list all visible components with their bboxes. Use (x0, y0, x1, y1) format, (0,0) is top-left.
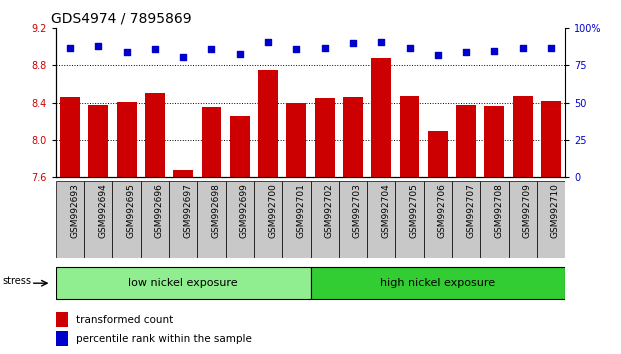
Bar (396, 181, 424, 258)
Text: GSM992707: GSM992707 (466, 183, 475, 238)
Point (178, 54, 188, 59)
Point (404, 45, 414, 51)
Text: GSM992696: GSM992696 (155, 183, 164, 238)
Point (291, 46, 301, 52)
Bar (145, 93, 165, 354)
Bar (286, 103, 306, 354)
Bar (112, 181, 141, 258)
Text: stress: stress (3, 276, 32, 286)
Text: GSM992703: GSM992703 (353, 183, 362, 238)
Text: GSM992705: GSM992705 (409, 183, 419, 238)
Point (546, 45, 556, 51)
Point (376, 39, 386, 45)
Bar (400, 96, 419, 354)
Text: GSM992706: GSM992706 (438, 183, 446, 238)
Text: high nickel exposure: high nickel exposure (380, 278, 496, 288)
Bar (480, 181, 509, 258)
Bar (367, 181, 396, 258)
Text: GSM992700: GSM992700 (268, 183, 277, 238)
Bar (258, 70, 278, 354)
Point (461, 49, 471, 55)
Bar (339, 181, 367, 258)
Text: GSM992697: GSM992697 (183, 183, 192, 238)
Bar (141, 181, 169, 258)
Point (122, 49, 132, 55)
Text: low nickel exposure: low nickel exposure (129, 278, 238, 288)
Point (93, 43, 103, 49)
Text: transformed count: transformed count (76, 315, 173, 325)
Bar (56, 331, 68, 346)
Point (235, 51, 245, 56)
Bar (424, 181, 452, 258)
Bar (315, 98, 335, 354)
Bar (513, 96, 533, 354)
Bar (343, 97, 363, 354)
Bar (60, 97, 80, 354)
Bar (541, 101, 561, 354)
Bar (282, 181, 310, 258)
Text: percentile rank within the sample: percentile rank within the sample (76, 334, 252, 344)
Bar (56, 267, 310, 299)
Bar (484, 107, 504, 354)
Text: GSM992693: GSM992693 (70, 183, 79, 238)
Bar (537, 181, 565, 258)
Bar (56, 312, 68, 327)
Text: GSM992701: GSM992701 (296, 183, 306, 238)
Bar (173, 170, 193, 354)
Point (433, 52, 443, 58)
Text: GSM992694: GSM992694 (98, 183, 107, 238)
Text: GSM992695: GSM992695 (127, 183, 135, 238)
Bar (88, 104, 108, 354)
Bar (169, 181, 197, 258)
Bar (509, 181, 537, 258)
Point (65, 45, 75, 51)
Bar (254, 181, 282, 258)
Text: GSM992704: GSM992704 (381, 183, 390, 238)
Text: GSM992708: GSM992708 (494, 183, 504, 238)
Point (348, 40, 358, 46)
Bar (197, 181, 225, 258)
Bar (84, 181, 112, 258)
Bar (452, 181, 480, 258)
Point (207, 46, 217, 52)
Bar (202, 107, 222, 354)
Bar (310, 181, 339, 258)
Text: GSM992709: GSM992709 (523, 183, 532, 238)
Point (150, 46, 160, 52)
Bar (230, 116, 250, 354)
Text: GSM992710: GSM992710 (551, 183, 560, 238)
Text: GSM992699: GSM992699 (240, 183, 249, 238)
Point (263, 39, 273, 45)
Bar (428, 131, 448, 354)
Text: GSM992702: GSM992702 (325, 183, 333, 238)
Text: GSM992698: GSM992698 (212, 183, 220, 238)
Bar (310, 267, 565, 299)
Point (320, 45, 330, 51)
Bar (117, 102, 137, 354)
Point (489, 48, 499, 53)
Bar (56, 181, 84, 258)
Bar (225, 181, 254, 258)
Bar (371, 58, 391, 354)
Text: GDS4974 / 7895869: GDS4974 / 7895869 (51, 12, 191, 26)
Bar (456, 104, 476, 354)
Point (518, 45, 528, 51)
